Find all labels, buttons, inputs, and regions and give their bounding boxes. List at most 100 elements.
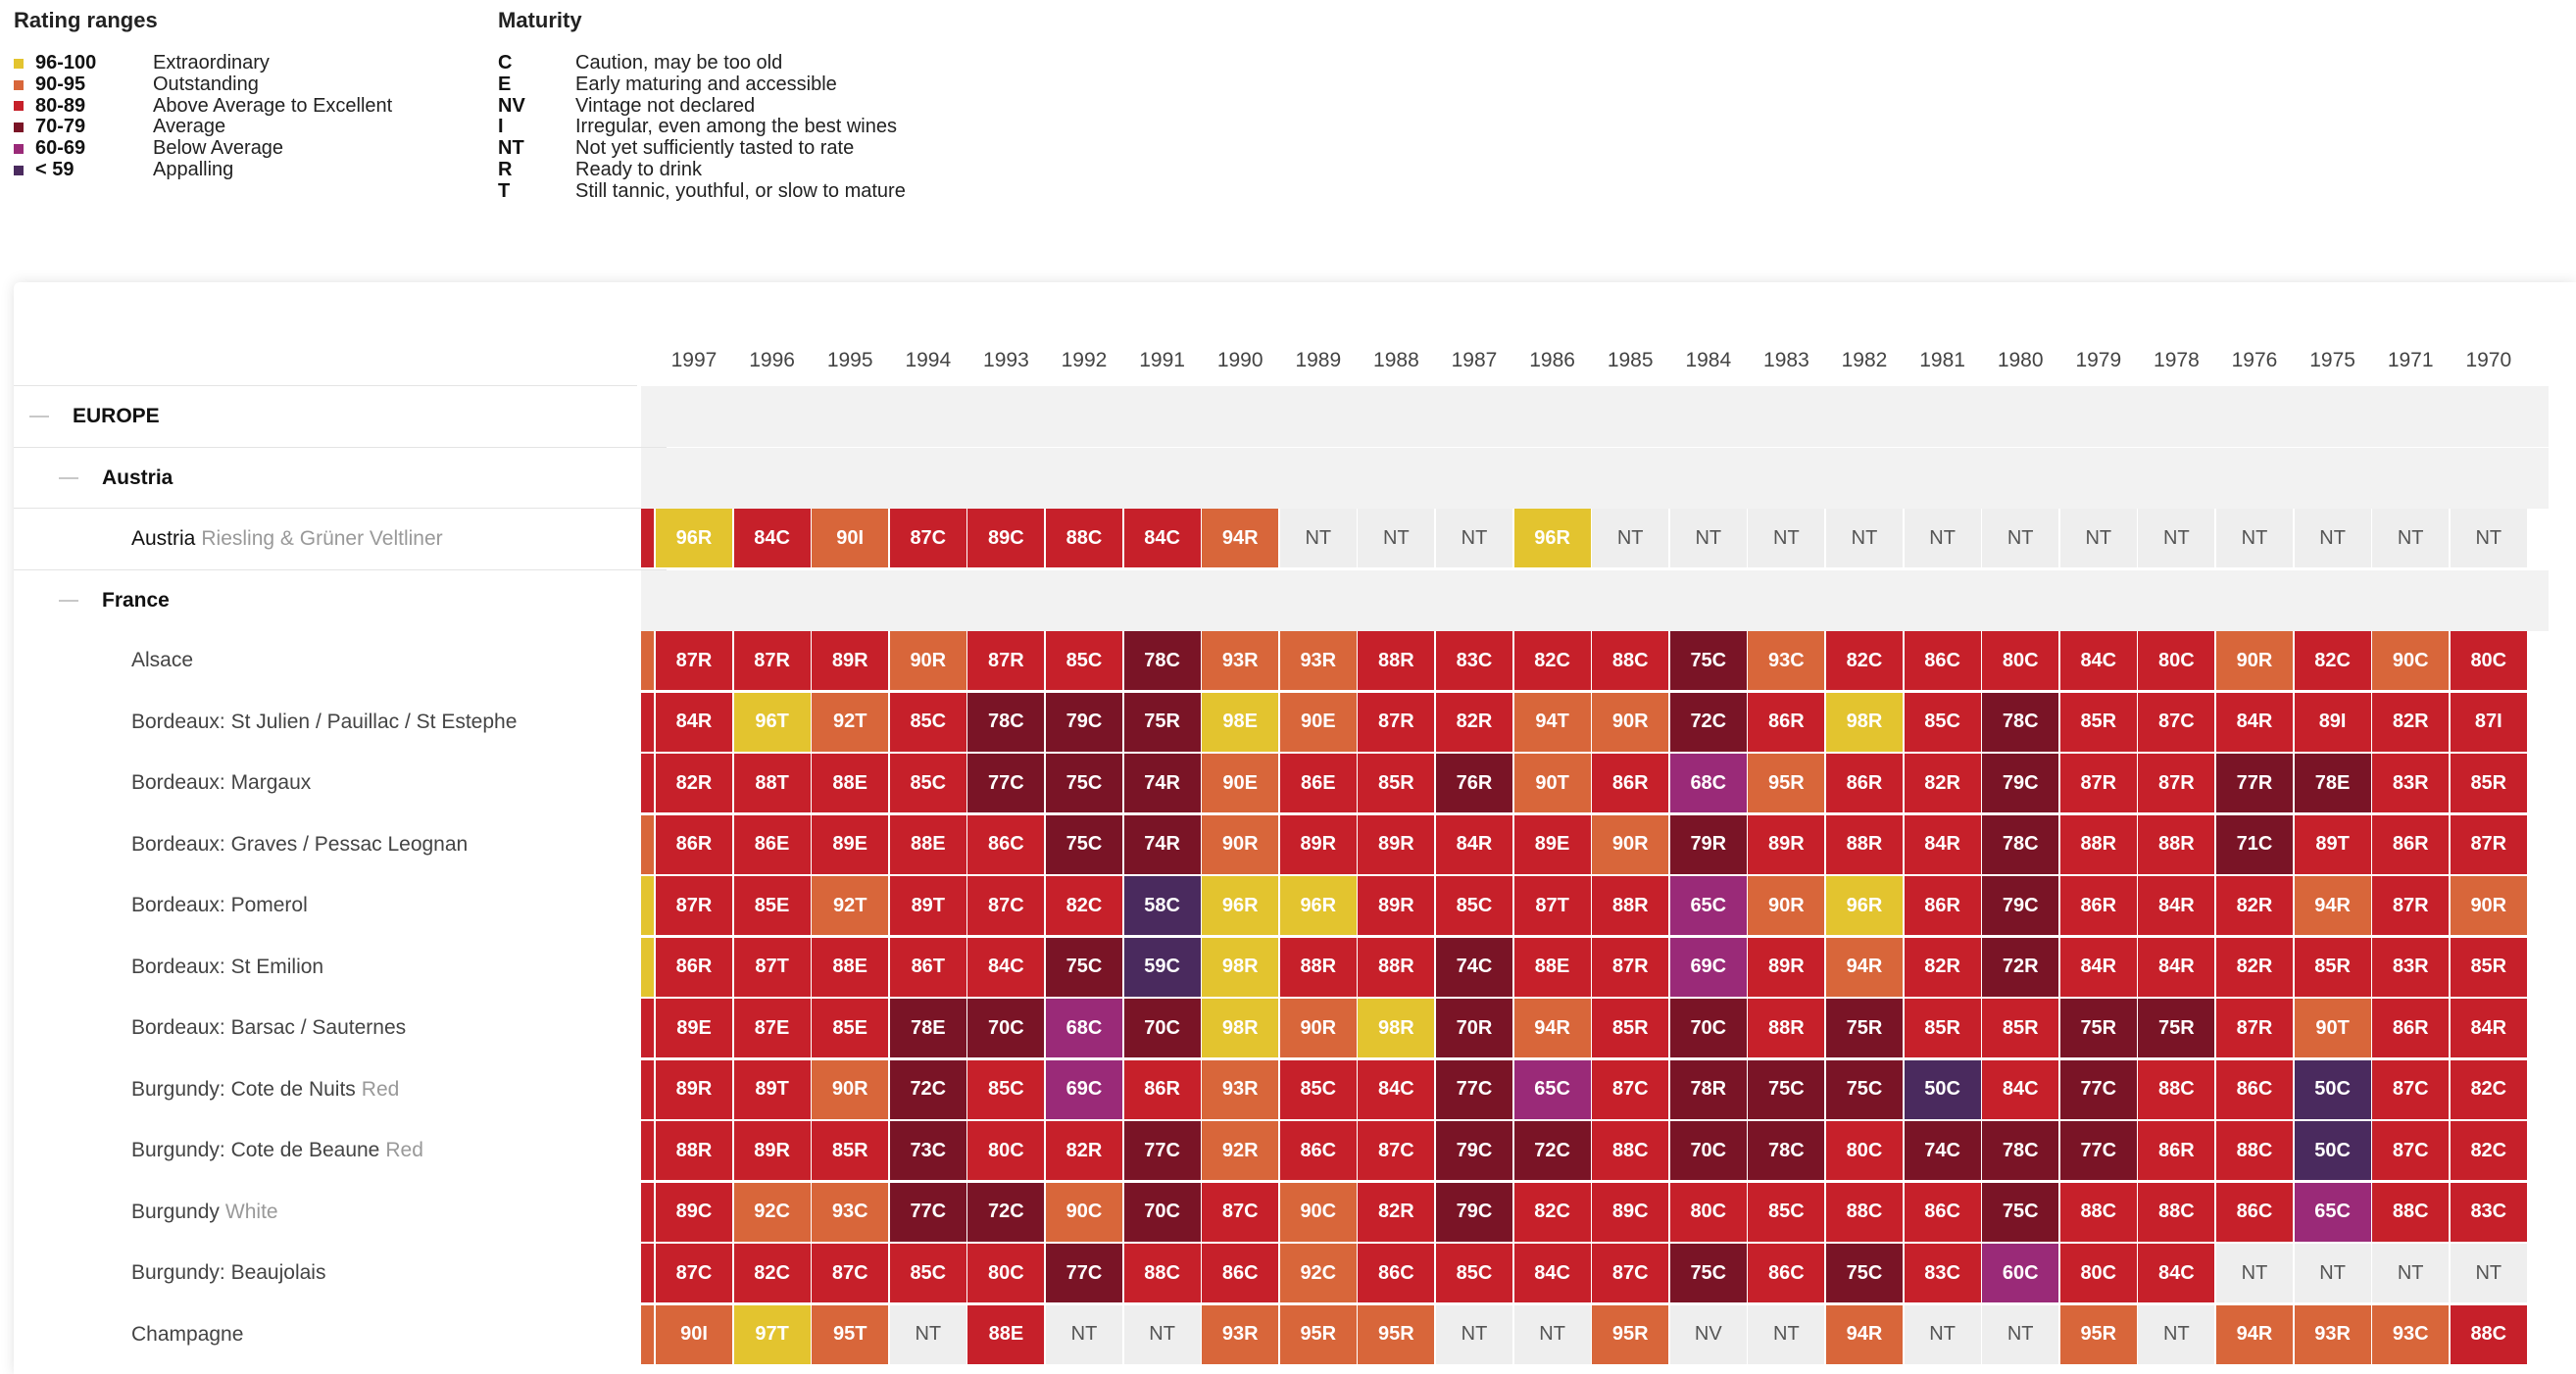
- rating-cell[interactable]: 88E: [812, 937, 889, 997]
- rating-cell[interactable]: 88R: [2138, 814, 2215, 874]
- rating-cell[interactable]: NT: [1436, 509, 1512, 567]
- rating-cell[interactable]: 82R: [1904, 754, 1981, 812]
- rating-cell[interactable]: 86R: [656, 937, 732, 997]
- rating-cell[interactable]: 87R: [2372, 876, 2450, 935]
- rating-cell[interactable]: 84R: [2138, 876, 2215, 935]
- rating-cell[interactable]: 87R: [2138, 754, 2215, 812]
- rating-cell[interactable]: 89R: [1358, 814, 1435, 874]
- rating-cell[interactable]: 85E: [812, 999, 889, 1057]
- rating-cell[interactable]: 50C: [1904, 1059, 1981, 1119]
- rating-cell[interactable]: NT: [1982, 509, 2059, 567]
- rating-cell[interactable]: 75R: [1123, 692, 1201, 752]
- rating-cell[interactable]: 90R: [1592, 814, 1669, 874]
- rating-cell[interactable]: 77C: [1123, 1121, 1201, 1180]
- rating-cell[interactable]: 80C: [967, 1244, 1045, 1302]
- rating-cell[interactable]: 87C: [1592, 1244, 1669, 1302]
- rating-cell[interactable]: 92T: [812, 876, 889, 935]
- rating-cell[interactable]: NT: [1279, 509, 1357, 567]
- rating-cell[interactable]: 89R: [1358, 876, 1435, 935]
- rating-cell[interactable]: 86R: [1748, 692, 1825, 752]
- rating-cell[interactable]: 90C: [1279, 1182, 1357, 1242]
- rating-cell[interactable]: 87R: [656, 631, 732, 690]
- rating-cell[interactable]: 85C: [1046, 631, 1122, 690]
- rating-cell[interactable]: NT: [1123, 1304, 1201, 1364]
- rating-cell[interactable]: 75C: [1669, 631, 1747, 690]
- rating-cell[interactable]: 86R: [1592, 754, 1669, 812]
- rating-cell[interactable]: 82R: [2216, 937, 2293, 997]
- rating-cell[interactable]: 89R: [733, 1121, 811, 1180]
- rating-cell[interactable]: 83C: [1436, 631, 1512, 690]
- rating-cell[interactable]: 86E: [733, 814, 811, 874]
- rating-cell[interactable]: 82C: [1513, 1182, 1591, 1242]
- rating-cell[interactable]: 77R: [2216, 754, 2293, 812]
- rating-cell[interactable]: 89C: [656, 1182, 732, 1242]
- rating-cell[interactable]: 79R: [1669, 814, 1747, 874]
- rating-cell[interactable]: 98R: [1202, 937, 1279, 997]
- rating-cell[interactable]: 82C: [1826, 631, 1903, 690]
- rating-cell[interactable]: 96R: [656, 509, 732, 567]
- rating-cell[interactable]: 88R: [1358, 631, 1435, 690]
- rating-cell[interactable]: 90I: [656, 1304, 732, 1364]
- rating-cell[interactable]: 85R: [2450, 754, 2527, 812]
- rating-cell[interactable]: 70C: [1669, 1121, 1747, 1180]
- rating-cell[interactable]: 59C: [1123, 937, 1201, 997]
- rating-cell[interactable]: 87C: [1202, 1182, 1279, 1242]
- rating-cell[interactable]: 74R: [1123, 754, 1201, 812]
- rating-cell[interactable]: 65C: [1669, 876, 1747, 935]
- rating-cell[interactable]: 85R: [2450, 937, 2527, 997]
- rating-cell[interactable]: NT: [1826, 509, 1903, 567]
- rating-cell[interactable]: 75R: [1826, 999, 1903, 1057]
- rating-cell[interactable]: 73C: [889, 1121, 966, 1180]
- rating-cell[interactable]: 84C: [1982, 1059, 2059, 1119]
- rating-cell[interactable]: NT: [2216, 1244, 2293, 1302]
- rating-cell[interactable]: NT: [2450, 509, 2527, 567]
- rating-cell[interactable]: 88E: [812, 754, 889, 812]
- row-label-region[interactable]: EUROPE: [14, 385, 637, 447]
- rating-cell[interactable]: 86C: [1904, 1182, 1981, 1242]
- rating-cell[interactable]: NT: [2138, 1304, 2215, 1364]
- rating-cell[interactable]: 75C: [1046, 754, 1122, 812]
- rating-cell[interactable]: 82R: [1904, 937, 1981, 997]
- rating-cell[interactable]: 90E: [1202, 754, 1279, 812]
- rating-cell[interactable]: 88C: [1592, 1121, 1669, 1180]
- rating-cell[interactable]: 87R: [1358, 692, 1435, 752]
- rating-cell[interactable]: 68C: [1046, 999, 1122, 1057]
- rating-cell[interactable]: 78C: [1982, 692, 2059, 752]
- collapse-icon[interactable]: [59, 476, 78, 479]
- rating-cell[interactable]: 94R: [2216, 1304, 2293, 1364]
- rating-cell[interactable]: 83R: [2372, 937, 2450, 997]
- rating-cell[interactable]: 89I: [2294, 692, 2371, 752]
- rating-cell[interactable]: 85C: [1904, 692, 1981, 752]
- rating-cell[interactable]: 86C: [1358, 1244, 1435, 1302]
- rating-cell[interactable]: 88C: [1123, 1244, 1201, 1302]
- rating-cell[interactable]: 92C: [1279, 1244, 1357, 1302]
- rating-cell[interactable]: 83R: [2372, 754, 2450, 812]
- rating-cell[interactable]: 88R: [1592, 876, 1669, 935]
- rating-cell[interactable]: 79C: [1982, 754, 2059, 812]
- rating-cell[interactable]: 75C: [1669, 1244, 1747, 1302]
- vintage-grid[interactable]: 8199719961995199419931992199119901989198…: [641, 282, 2576, 1374]
- rating-cell[interactable]: NT: [1748, 1304, 1825, 1364]
- rating-cell[interactable]: 85C: [1279, 1059, 1357, 1119]
- rating-cell[interactable]: 89T: [733, 1059, 811, 1119]
- rating-cell[interactable]: 80C: [967, 1121, 1045, 1180]
- rating-cell[interactable]: 89R: [812, 631, 889, 690]
- rating-cell[interactable]: 88C: [2216, 1121, 2293, 1180]
- rating-cell[interactable]: 84C: [2059, 631, 2137, 690]
- rating-cell[interactable]: 87C: [2138, 692, 2215, 752]
- rating-cell[interactable]: 84R: [2059, 937, 2137, 997]
- rating-cell[interactable]: 80C: [2059, 1244, 2137, 1302]
- rating-cell[interactable]: 88R: [656, 1121, 732, 1180]
- rating-cell[interactable]: NT: [2372, 509, 2450, 567]
- rating-cell[interactable]: 75C: [1748, 1059, 1825, 1119]
- rating-cell[interactable]: 86C: [2216, 1059, 2293, 1119]
- rating-cell[interactable]: 82C: [1513, 631, 1591, 690]
- rating-cell[interactable]: 84C: [733, 509, 811, 567]
- rating-cell[interactable]: 86C: [1202, 1244, 1279, 1302]
- rating-cell[interactable]: 89R: [1279, 814, 1357, 874]
- rating-cell[interactable]: 76R: [1436, 754, 1512, 812]
- rating-cell[interactable]: 90R: [2216, 631, 2293, 690]
- rating-cell[interactable]: 86C: [1904, 631, 1981, 690]
- rating-cell[interactable]: 82R: [656, 754, 732, 812]
- rating-cell[interactable]: NT: [1748, 509, 1825, 567]
